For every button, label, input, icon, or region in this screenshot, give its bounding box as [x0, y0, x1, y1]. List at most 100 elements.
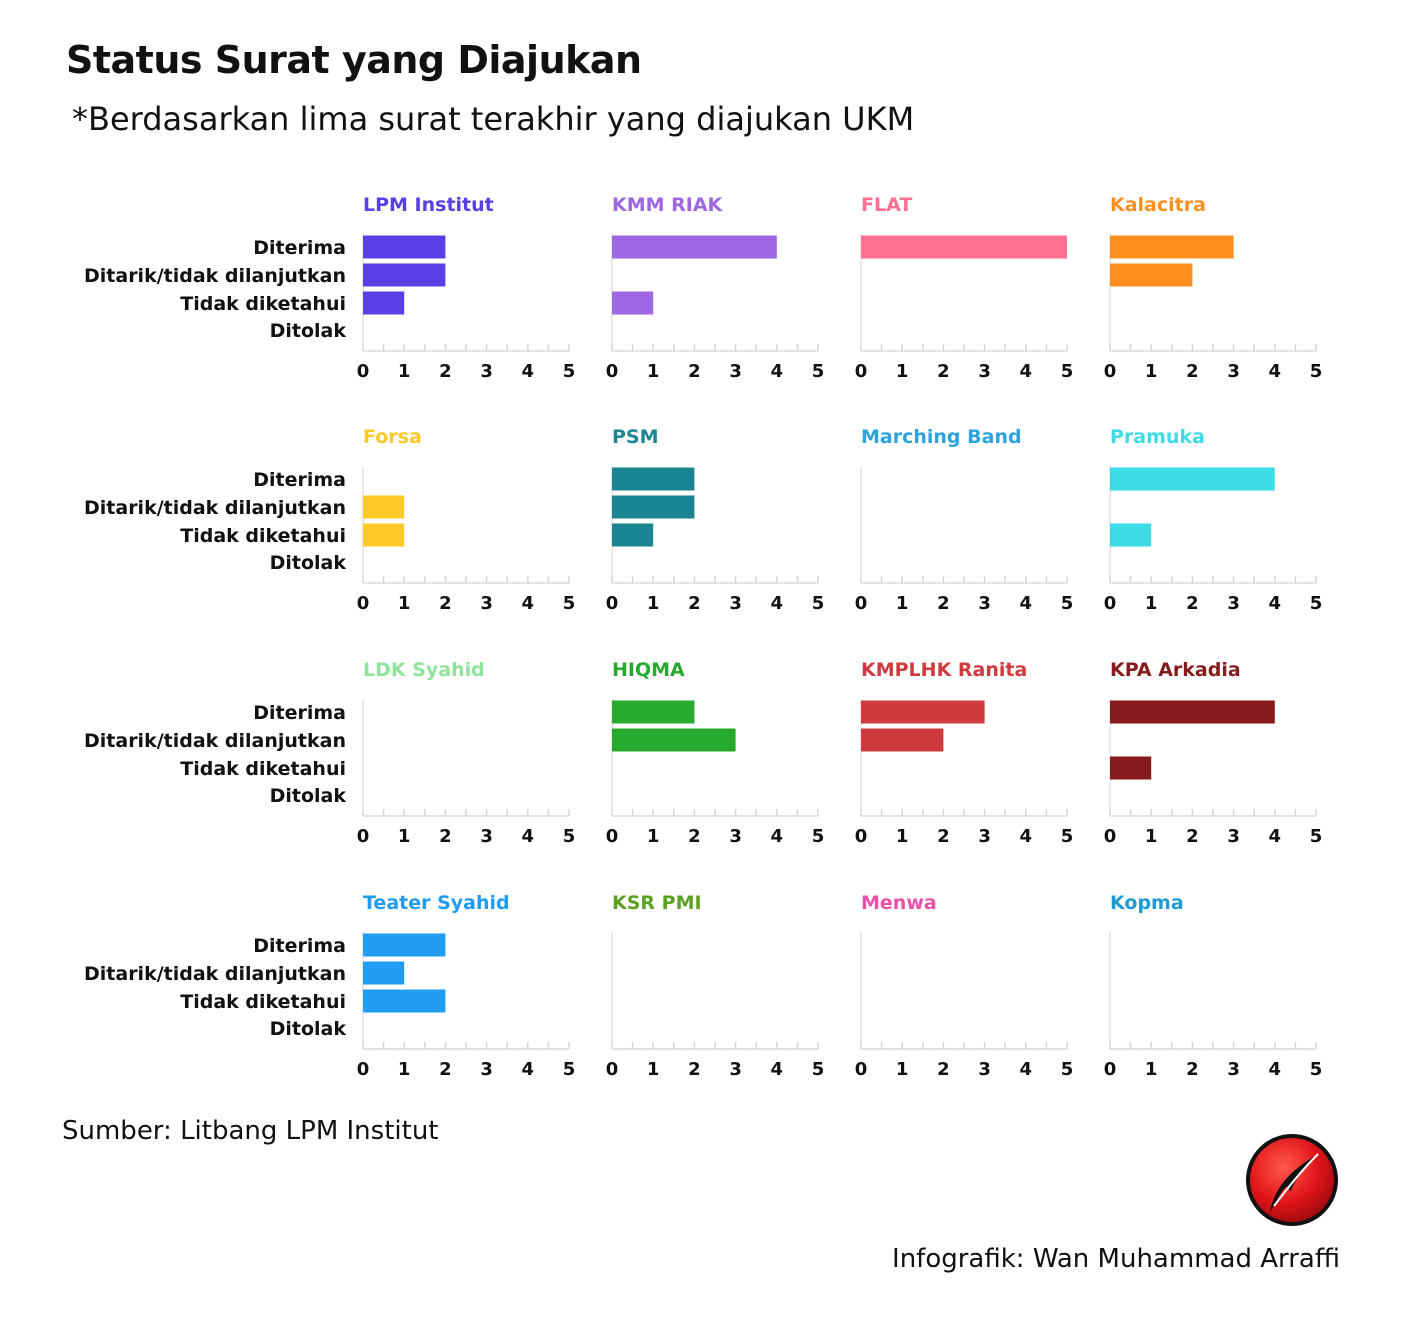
- category-label: Tidak diketahui: [180, 525, 346, 547]
- x-tick-label: 2: [1186, 361, 1199, 382]
- x-tick-label: 3: [480, 593, 493, 614]
- panel-marching-band: Marching Band 0 1 2 3 4 5: [855, 426, 1074, 614]
- source-note: Sumber: Litbang LPM Institut: [62, 1116, 439, 1146]
- x-tick-label: 0: [606, 826, 619, 847]
- x-tick-label: 2: [937, 593, 950, 614]
- bar-tidak-diketahui: [1110, 523, 1152, 547]
- x-tick-label: 1: [647, 826, 660, 847]
- x-tick-label: 2: [688, 361, 701, 382]
- bar-ditarik-tidak-dilanjutkan: [612, 728, 736, 752]
- x-tick-label: 0: [855, 361, 868, 382]
- x-tick-label: 2: [688, 593, 701, 614]
- x-tick-label: 4: [1020, 361, 1033, 382]
- category-label: Ditarik/tidak dilanjutkan: [84, 497, 346, 519]
- x-tick-label: 3: [729, 1059, 742, 1080]
- x-tick-label: 1: [1145, 826, 1158, 847]
- panel-psm: PSM 0 1 2 3 4 5: [606, 426, 825, 614]
- bar-tidak-diketahui: [363, 291, 405, 315]
- panel-flat: FLAT 0 1 2 3 4 5: [855, 194, 1074, 382]
- chart-subtitle: *Berdasarkan lima surat terakhir yang di…: [72, 100, 915, 138]
- category-label: Ditolak: [270, 785, 347, 807]
- bar-diterima: [861, 700, 985, 724]
- panel-kmm-riak: KMM RIAK 0 1 2 3 4 5: [606, 194, 825, 382]
- panel-title: Menwa: [861, 892, 937, 914]
- x-tick-label: 5: [563, 593, 576, 614]
- x-tick-label: 1: [896, 361, 909, 382]
- panel-lpm-institut: LPM Institut Diterima Ditarik/tidak dilanj…: [84, 194, 575, 382]
- x-tick-label: 3: [978, 593, 991, 614]
- category-label: Diterima: [253, 469, 346, 491]
- x-tick-label: 1: [1145, 361, 1158, 382]
- x-tick-label: 0: [855, 826, 868, 847]
- x-tick-label: 5: [812, 361, 825, 382]
- panel-teater-syahid: Teater Syahid Diterima Ditarik/tidak dilan…: [84, 892, 575, 1080]
- x-tick-label: 2: [1186, 1059, 1199, 1080]
- x-tick-label: 0: [855, 1059, 868, 1080]
- x-tick-label: 1: [896, 1059, 909, 1080]
- bar-ditarik-tidak-dilanjutkan: [1110, 263, 1193, 287]
- panel-title: PSM: [612, 426, 659, 448]
- bar-diterima: [363, 933, 446, 957]
- x-tick-label: 0: [1104, 1059, 1117, 1080]
- panel-ksr-pmi: KSR PMI 0 1 2 3 4 5: [606, 892, 825, 1080]
- bar-tidak-diketahui: [363, 989, 446, 1013]
- x-tick-label: 2: [937, 361, 950, 382]
- x-tick-label: 5: [563, 361, 576, 382]
- x-tick-label: 3: [1227, 1059, 1240, 1080]
- bar-ditarik-tidak-dilanjutkan: [363, 263, 446, 287]
- x-tick-label: 5: [563, 1059, 576, 1080]
- x-tick-label: 0: [1104, 361, 1117, 382]
- x-tick-label: 4: [1020, 826, 1033, 847]
- category-label: Tidak diketahui: [180, 293, 346, 315]
- category-label: Ditarik/tidak dilanjutkan: [84, 265, 346, 287]
- x-tick-label: 1: [398, 593, 411, 614]
- category-label: Diterima: [253, 702, 346, 724]
- panel-kopma: Kopma 0 1 2 3 4 5: [1104, 892, 1323, 1080]
- x-tick-label: 1: [896, 593, 909, 614]
- x-tick-label: 3: [729, 593, 742, 614]
- x-tick-label: 4: [522, 593, 535, 614]
- x-tick-label: 4: [522, 826, 535, 847]
- panel-title: Pramuka: [1110, 426, 1205, 448]
- panel-title: Kalacitra: [1110, 194, 1206, 216]
- x-tick-label: 5: [1310, 593, 1323, 614]
- panel-title: KMM RIAK: [612, 194, 724, 216]
- x-tick-label: 2: [439, 1059, 452, 1080]
- panel-title: FLAT: [861, 194, 912, 216]
- panel-ldk-syahid: LDK Syahid Diterima Ditarik/tidak dilanjut…: [84, 659, 575, 847]
- x-tick-label: 0: [855, 593, 868, 614]
- x-tick-label: 0: [606, 1059, 619, 1080]
- x-tick-label: 1: [647, 361, 660, 382]
- x-tick-label: 4: [1269, 593, 1282, 614]
- bar-tidak-diketahui: [363, 523, 405, 547]
- panel-kmplhk-ranita: KMPLHK Ranita 0 1 2 3 4 5: [855, 659, 1074, 847]
- panel-title: KMPLHK Ranita: [861, 659, 1027, 681]
- chart-title: Status Surat yang Diajukan: [66, 38, 642, 82]
- panel-title: HIQMA: [612, 659, 685, 681]
- bar-ditarik-tidak-dilanjutkan: [363, 495, 405, 519]
- bar-diterima: [612, 700, 695, 724]
- x-tick-label: 4: [771, 1059, 784, 1080]
- panel-title: Teater Syahid: [363, 892, 510, 914]
- x-tick-label: 5: [563, 826, 576, 847]
- x-tick-label: 2: [937, 826, 950, 847]
- x-tick-label: 5: [1061, 826, 1074, 847]
- panel-title: KSR PMI: [612, 892, 702, 914]
- x-tick-label: 5: [812, 826, 825, 847]
- x-tick-label: 4: [771, 361, 784, 382]
- x-tick-label: 4: [522, 1059, 535, 1080]
- bar-tidak-diketahui: [612, 291, 654, 315]
- bar-diterima: [612, 467, 695, 491]
- x-tick-label: 4: [771, 826, 784, 847]
- x-tick-label: 1: [398, 1059, 411, 1080]
- x-tick-label: 3: [1227, 361, 1240, 382]
- x-tick-label: 2: [1186, 826, 1199, 847]
- bar-diterima: [861, 235, 1067, 259]
- x-tick-label: 3: [729, 361, 742, 382]
- x-tick-label: 5: [1310, 826, 1323, 847]
- x-tick-label: 1: [647, 1059, 660, 1080]
- x-tick-label: 4: [1269, 826, 1282, 847]
- panel-kalacitra: Kalacitra 0 1 2 3 4 5: [1104, 194, 1323, 382]
- panel-title: LPM Institut: [363, 194, 494, 216]
- x-tick-label: 4: [1269, 361, 1282, 382]
